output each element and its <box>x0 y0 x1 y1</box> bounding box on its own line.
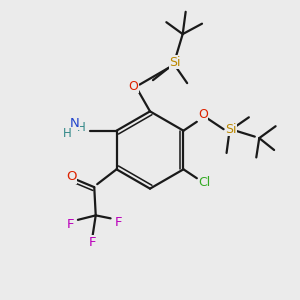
Text: F: F <box>114 216 122 229</box>
Text: Cl: Cl <box>198 176 210 189</box>
Text: Si: Si <box>225 123 237 136</box>
Text: F: F <box>89 236 97 249</box>
Text: H: H <box>63 127 72 140</box>
Text: O: O <box>198 108 208 121</box>
Text: N: N <box>70 117 80 130</box>
Text: O: O <box>66 170 76 183</box>
Text: F: F <box>67 218 74 231</box>
Text: H: H <box>76 121 85 134</box>
Text: Si: Si <box>169 56 181 69</box>
Text: O: O <box>129 80 139 93</box>
